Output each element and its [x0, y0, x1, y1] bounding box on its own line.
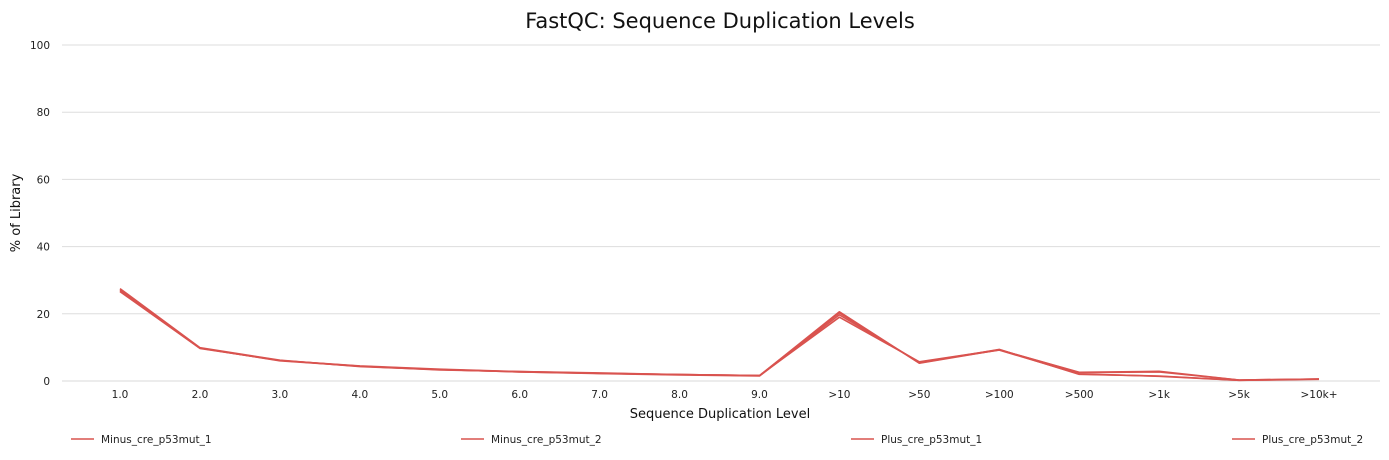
- legend-label: Plus_cre_p53mut_2: [1262, 434, 1363, 446]
- legend: Minus_cre_p53mut_1 Minus_cre_p53mut_2 Plus…: [71, 434, 1363, 446]
- x-tick-label: 8.0: [671, 389, 688, 401]
- y-axis-label: % of Library: [9, 173, 24, 252]
- x-tick-label: 4.0: [351, 389, 368, 401]
- y-axis-ticks: 0 20 40 60 80 100: [30, 40, 50, 388]
- y-tick-label: 60: [37, 174, 50, 186]
- series-line-Plus_cre_p53mut_1[interactable]: [119, 287, 1320, 382]
- x-tick-label: >5k: [1228, 389, 1250, 401]
- x-tick-label: 9.0: [751, 389, 768, 401]
- legend-item[interactable]: Plus_cre_p53mut_1: [851, 434, 982, 446]
- x-tick-label: >10k+: [1300, 389, 1337, 401]
- series-line-Minus_cre_p53mut_2[interactable]: [119, 290, 1320, 382]
- y-tick-label: 100: [30, 40, 50, 52]
- y-tick-label: 40: [37, 242, 50, 254]
- legend-item[interactable]: Plus_cre_p53mut_2: [1232, 434, 1363, 446]
- x-axis-ticks: 1.0 2.0 3.0 4.0 5.0 6.0 7.0 8.0 9.0 >10 >50 >100 >50…: [112, 389, 1338, 401]
- x-tick-label: >10: [828, 389, 850, 401]
- chart-title: FastQC: Sequence Duplication Levels: [525, 9, 915, 33]
- x-tick-label: 7.0: [591, 389, 608, 401]
- x-tick-label: 1.0: [112, 389, 129, 401]
- series-line-Minus_cre_p53mut_1[interactable]: [119, 288, 1320, 381]
- legend-label: Plus_cre_p53mut_1: [881, 434, 982, 446]
- legend-item[interactable]: Minus_cre_p53mut_2: [461, 434, 602, 446]
- x-tick-label: >50: [908, 389, 930, 401]
- series-layer: [119, 287, 1320, 382]
- x-tick-label: 5.0: [431, 389, 448, 401]
- x-axis-label: Sequence Duplication Level: [630, 407, 810, 422]
- x-tick-label: 6.0: [511, 389, 528, 401]
- legend-label: Minus_cre_p53mut_1: [101, 434, 212, 446]
- series-line-Plus_cre_p53mut_2[interactable]: [119, 289, 1320, 381]
- y-tick-label: 20: [37, 309, 50, 321]
- x-tick-label: 2.0: [192, 389, 209, 401]
- legend-label: Minus_cre_p53mut_2: [491, 434, 602, 446]
- legend-item[interactable]: Minus_cre_p53mut_1: [71, 434, 212, 446]
- x-tick-label: >100: [985, 389, 1014, 401]
- grid-layer: [62, 44, 1380, 382]
- y-tick-label: 80: [37, 107, 50, 119]
- y-tick-label: 0: [43, 376, 50, 388]
- x-tick-label: 3.0: [272, 389, 289, 401]
- x-tick-label: >1k: [1148, 389, 1170, 401]
- x-tick-label: >500: [1065, 389, 1094, 401]
